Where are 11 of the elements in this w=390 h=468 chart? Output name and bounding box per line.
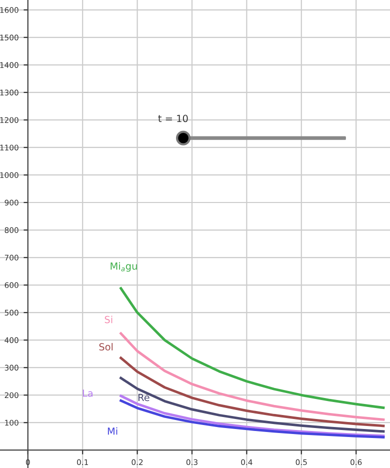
text: La [82,390,92,397]
text: Mi$_{a}$gu [110,262,137,272]
series-label: Si [104,316,112,324]
text: Mi [108,427,118,435]
line-series [120,332,385,421]
line-series [120,376,385,433]
line-series [120,356,385,428]
line-series [120,287,385,409]
annotation: t = 10 [158,114,188,122]
series-label: Ré [138,393,150,402]
series-label: Sol [99,342,113,351]
